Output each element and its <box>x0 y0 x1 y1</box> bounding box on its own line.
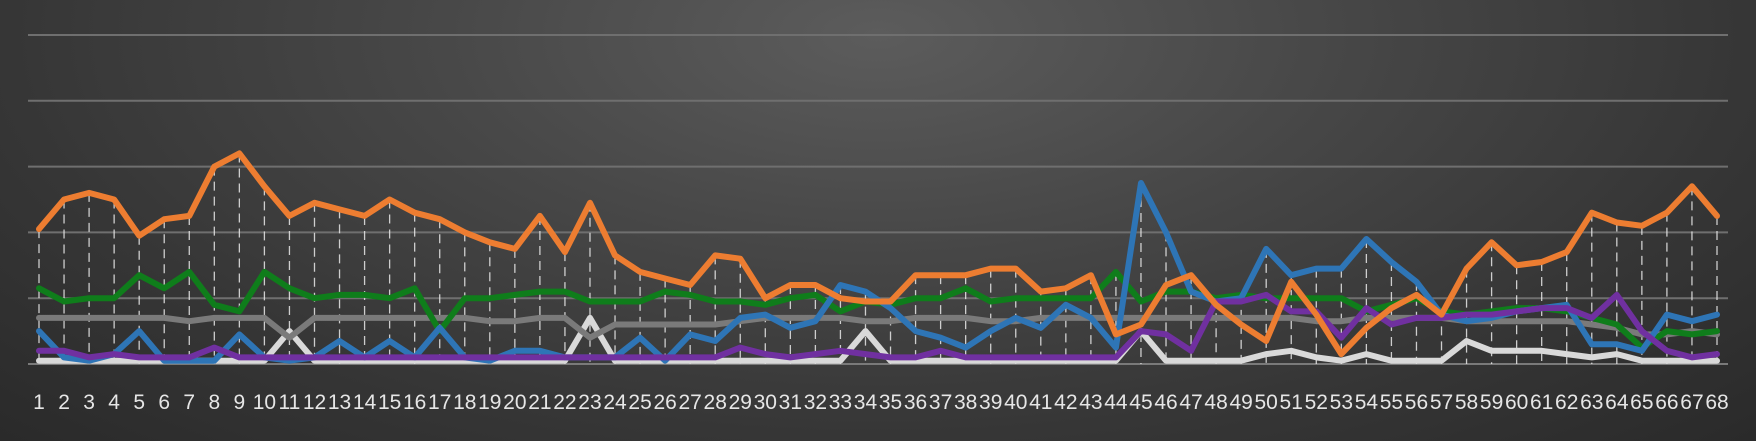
x-tick-label: 58 <box>1455 391 1478 414</box>
series-line-6 <box>36 291 1720 361</box>
drop-lines <box>38 153 1718 364</box>
x-tick-label: 65 <box>1630 391 1653 414</box>
x-tick-label: 18 <box>453 391 476 414</box>
x-tick-label: 32 <box>804 391 827 414</box>
x-tick-label: 4 <box>108 391 120 414</box>
x-tick-label: 41 <box>1029 391 1052 414</box>
x-tick-label: 37 <box>929 391 952 414</box>
x-tick-label: 20 <box>503 391 526 414</box>
x-tick-label: 38 <box>954 391 977 414</box>
x-tick-label: 60 <box>1505 391 1528 414</box>
x-tick-label: 52 <box>1305 391 1328 414</box>
x-tick-label: 44 <box>1104 391 1128 414</box>
x-tick-label: 2 <box>58 391 70 414</box>
x-tick-label: 15 <box>378 391 401 414</box>
x-tick-label: 12 <box>303 391 326 414</box>
x-tick-label: 61 <box>1530 391 1553 414</box>
x-tick-label: 55 <box>1380 391 1403 414</box>
x-tick-label: 6 <box>158 391 170 414</box>
x-tick-label: 17 <box>428 391 451 414</box>
series-line-1 <box>36 150 1720 358</box>
x-tick-label: 25 <box>628 391 651 414</box>
x-tick-label: 10 <box>253 391 276 414</box>
x-tick-label: 36 <box>904 391 927 414</box>
x-tick-label: 28 <box>704 391 727 414</box>
x-tick-label: 53 <box>1330 391 1353 414</box>
x-tick-label: 67 <box>1680 391 1703 414</box>
x-tick-label: 3 <box>83 391 95 414</box>
x-tick-label: 57 <box>1430 391 1453 414</box>
x-tick-label: 66 <box>1655 391 1678 414</box>
x-tick-label: 31 <box>779 391 802 414</box>
x-tick-label: 40 <box>1004 391 1027 414</box>
x-tick-label: 45 <box>1129 391 1152 414</box>
x-tick-label: 5 <box>133 391 145 414</box>
x-axis-tick-labels: 1 2 3 4 5 6 7 8 9 10 11 12 13 14 15 16 17 18 19 20 21 22 23 24 2… <box>33 391 1729 414</box>
x-tick-label: 19 <box>478 391 501 414</box>
x-tick-label: 7 <box>183 391 195 414</box>
x-tick-label: 33 <box>829 391 852 414</box>
x-tick-label: 68 <box>1705 391 1728 414</box>
x-tick-label: 46 <box>1154 391 1177 414</box>
x-tick-label: 29 <box>729 391 752 414</box>
x-tick-label: 30 <box>754 391 777 414</box>
x-tick-label: 64 <box>1605 391 1629 414</box>
x-tick-label: 26 <box>653 391 676 414</box>
x-tick-label: 62 <box>1555 391 1578 414</box>
series-line-5 <box>36 314 1720 364</box>
x-tick-label: 49 <box>1229 391 1252 414</box>
x-tick-label: 39 <box>979 391 1002 414</box>
gridlines <box>28 34 1728 365</box>
x-tick-label: 24 <box>603 391 627 414</box>
x-tick-label: 1 <box>33 391 45 414</box>
x-tick-label: 16 <box>403 391 426 414</box>
x-tick-label: 22 <box>553 391 576 414</box>
x-tick-label: 42 <box>1054 391 1077 414</box>
x-tick-label: 34 <box>854 391 878 414</box>
x-tick-label: 54 <box>1355 391 1379 414</box>
x-tick-label: 56 <box>1405 391 1428 414</box>
x-tick-label: 21 <box>528 391 551 414</box>
x-tick-label: 8 <box>208 391 220 414</box>
x-tick-label: 47 <box>1179 391 1202 414</box>
x-tick-label: 13 <box>328 391 351 414</box>
x-tick-label: 9 <box>234 391 246 414</box>
x-tick-label: 35 <box>879 391 902 414</box>
x-tick-label: 11 <box>279 391 301 414</box>
x-tick-label: 59 <box>1480 391 1503 414</box>
x-tick-label: 50 <box>1255 391 1278 414</box>
x-tick-label: 14 <box>353 391 377 414</box>
x-tick-label: 63 <box>1580 391 1603 414</box>
x-tick-label: 27 <box>678 391 701 414</box>
x-tick-label: 51 <box>1280 391 1303 414</box>
x-tick-label: 43 <box>1079 391 1102 414</box>
series-lines <box>36 150 1720 364</box>
x-tick-label: 23 <box>578 391 601 414</box>
x-tick-label: 48 <box>1204 391 1227 414</box>
